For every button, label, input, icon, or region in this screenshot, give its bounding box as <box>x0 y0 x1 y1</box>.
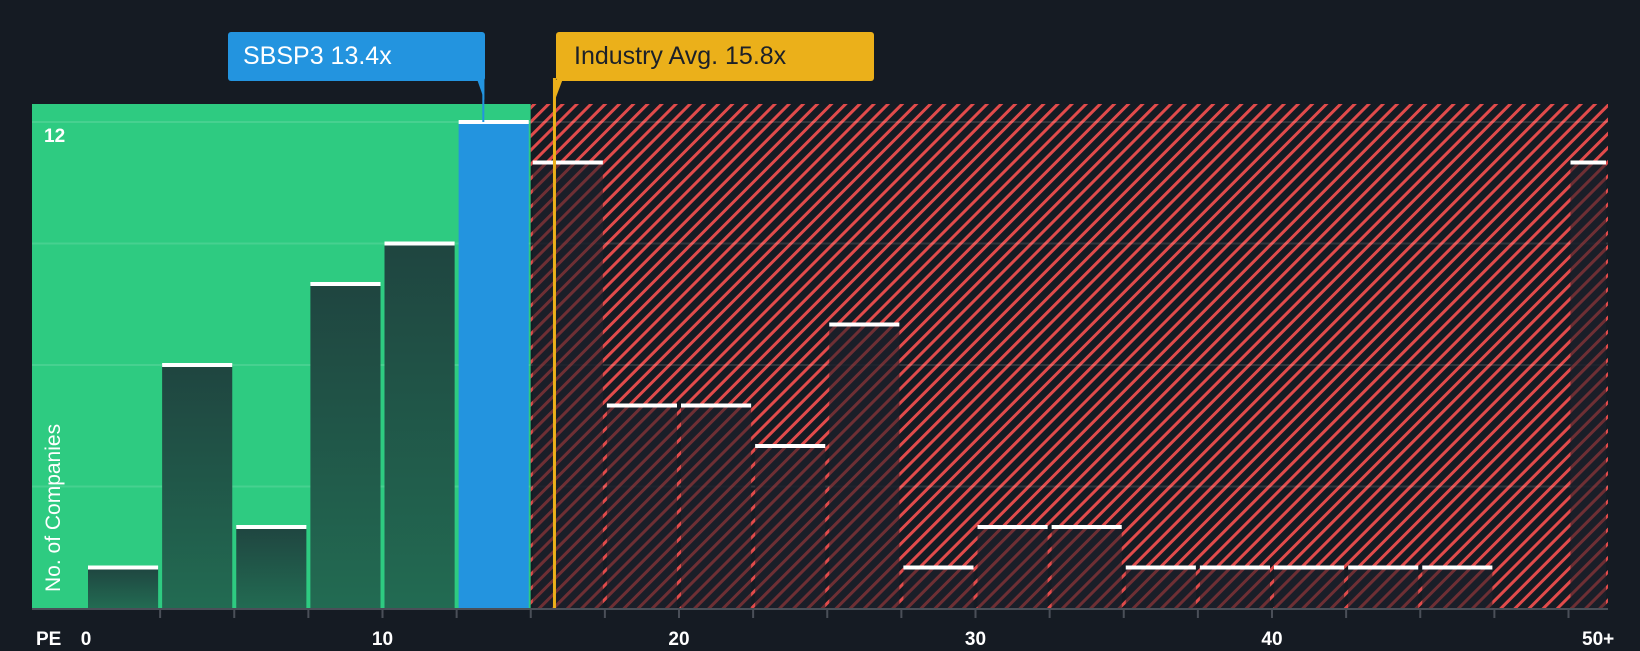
bar-top-line <box>1274 565 1345 570</box>
histogram-bar <box>606 405 677 608</box>
x-tick-label: 10 <box>371 629 394 650</box>
histogram-bars <box>88 120 1606 608</box>
histogram-bar <box>829 324 900 608</box>
histogram-bar <box>1199 567 1270 608</box>
bar-top-line <box>236 525 307 529</box>
bar-top-line <box>88 565 159 570</box>
bar-top-line <box>384 241 455 246</box>
histogram-bar <box>1348 567 1419 608</box>
x-tick-label: 30 <box>964 629 987 650</box>
histogram-bar <box>384 243 455 608</box>
bar-top-line <box>903 565 974 570</box>
x-tick-label: 50+ <box>1582 629 1615 650</box>
histogram-bar <box>458 122 529 608</box>
bar-top-line <box>1051 525 1122 529</box>
histogram-bar <box>977 527 1048 608</box>
bar-top-line <box>977 525 1048 529</box>
histogram-bar <box>1274 567 1345 608</box>
bar-top-line <box>606 403 677 408</box>
histogram-bar <box>1422 567 1493 608</box>
histogram-bar <box>903 567 974 608</box>
x-tick-label: 40 <box>1261 629 1283 650</box>
y-axis-label: No. of Companies <box>42 423 65 592</box>
bar-top-line <box>458 120 529 124</box>
annotation-markers <box>477 78 563 608</box>
histogram-bar <box>1051 527 1122 608</box>
bar-top-line <box>681 403 752 408</box>
histogram-bar <box>681 405 752 608</box>
bar-top-line <box>755 444 826 448</box>
bar-top-line <box>532 160 603 165</box>
histogram-bar <box>236 527 307 608</box>
bar-top-line <box>1199 565 1270 570</box>
bar-top-line <box>1348 565 1419 570</box>
y-tick-label: 12 <box>44 126 66 147</box>
bar-top-line <box>1422 565 1493 570</box>
x-axis <box>32 608 1608 618</box>
bar-top-line <box>162 363 233 367</box>
histogram-bar <box>1125 567 1196 608</box>
bar-top-line <box>829 322 900 327</box>
histogram-bar <box>310 284 381 608</box>
histogram-bar <box>532 162 603 608</box>
histogram-bar <box>162 365 233 608</box>
industry-avg-callout: Industry Avg. 15.8x <box>556 32 874 81</box>
histogram-bar <box>88 567 159 608</box>
x-tick-label: 20 <box>668 629 690 650</box>
bar-top-line <box>1125 565 1196 570</box>
company-pe-callout: SBSP3 13.4x <box>228 32 485 81</box>
bar-top-line <box>1570 160 1606 165</box>
histogram-bar <box>1570 162 1606 608</box>
x-axis-name: PE <box>36 629 62 650</box>
histogram-bar <box>755 446 826 608</box>
bar-top-line <box>310 282 381 286</box>
x-tick-label: 0 <box>80 629 92 650</box>
